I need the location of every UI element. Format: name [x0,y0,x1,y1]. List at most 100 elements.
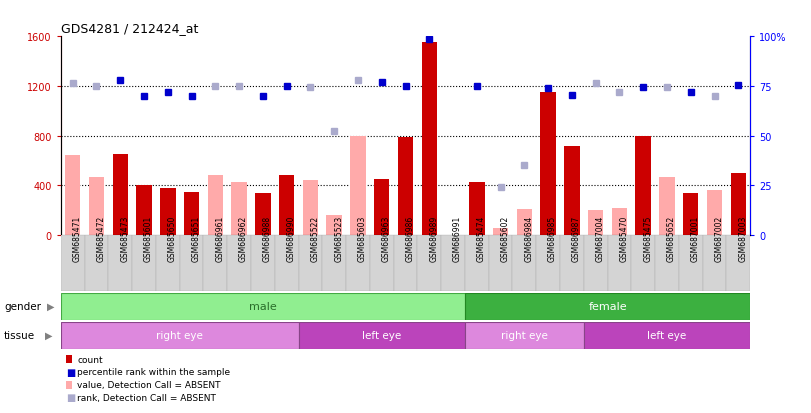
Bar [208,176,223,235]
Text: GSM686963: GSM686963 [382,215,391,261]
Text: tissue: tissue [4,330,35,340]
Bar [683,193,698,235]
Bar [655,235,679,291]
Text: GSM686988: GSM686988 [263,215,272,261]
Bar [631,235,655,291]
Text: GSM685475: GSM685475 [643,215,652,261]
Text: ▶: ▶ [45,330,52,340]
Bar [465,293,750,320]
Bar [493,228,508,235]
Bar [231,182,247,235]
Text: GSM687001: GSM687001 [691,215,700,261]
Bar [441,235,465,291]
Text: GSM685472: GSM685472 [97,215,105,261]
Text: GSM686990: GSM686990 [286,215,296,261]
Bar [611,208,627,235]
Text: GSM685651: GSM685651 [191,215,200,261]
Text: ■: ■ [66,367,75,377]
Bar [298,235,322,291]
Bar [109,235,132,291]
Text: right eye: right eye [501,330,547,341]
Text: right eye: right eye [157,330,203,341]
Text: percentile rank within the sample: percentile rank within the sample [77,367,230,376]
Bar [227,235,251,291]
Bar [322,235,346,291]
Text: GSM685602: GSM685602 [500,215,509,261]
Text: ■: ■ [66,392,75,402]
Text: left eye: left eye [647,330,687,341]
Text: GSM685473: GSM685473 [120,215,129,261]
Text: GSM686986: GSM686986 [406,215,414,261]
Bar [707,191,723,235]
Text: rank, Detection Call = ABSENT: rank, Detection Call = ABSENT [77,393,216,402]
Bar [422,43,437,235]
Text: GDS4281 / 212424_at: GDS4281 / 212424_at [61,21,198,35]
Text: GSM686985: GSM686985 [548,215,557,261]
Bar [65,156,80,235]
Bar [636,136,651,235]
Text: GSM686962: GSM686962 [239,215,248,261]
Bar [255,193,271,235]
Bar [465,235,489,291]
Text: value, Detection Call = ABSENT: value, Detection Call = ABSENT [77,380,221,389]
Bar [279,176,294,235]
Bar [156,235,180,291]
Bar [61,322,298,349]
Bar [66,355,72,363]
Bar [465,322,584,349]
Bar [540,93,556,235]
Text: GSM685652: GSM685652 [667,215,676,261]
Bar [84,235,109,291]
Bar [513,235,536,291]
Bar [418,235,441,291]
Text: GSM685601: GSM685601 [144,215,153,261]
Text: GSM685522: GSM685522 [311,215,320,261]
Text: left eye: left eye [362,330,401,341]
Bar [251,235,275,291]
Bar [350,136,366,235]
Text: GSM685603: GSM685603 [358,215,367,261]
Bar [584,235,607,291]
Bar [536,235,560,291]
Bar [346,235,370,291]
Bar [184,192,200,235]
Text: ▶: ▶ [47,301,54,311]
Text: GSM686989: GSM686989 [429,215,438,261]
Bar [659,177,675,235]
Text: GSM685470: GSM685470 [620,215,629,261]
Text: GSM687002: GSM687002 [714,215,723,261]
Bar [61,235,84,291]
Bar [160,188,175,235]
Bar [727,235,750,291]
Text: GSM685523: GSM685523 [334,215,343,261]
Bar [61,293,465,320]
Bar [564,146,580,235]
Bar [584,322,750,349]
Bar [132,235,156,291]
Bar [374,180,389,235]
Text: GSM685650: GSM685650 [168,215,177,261]
Text: GSM687003: GSM687003 [738,215,747,261]
Text: GSM686991: GSM686991 [453,215,462,261]
Bar [298,322,465,349]
Bar [113,155,128,235]
Text: GSM686961: GSM686961 [216,215,225,261]
Text: GSM687004: GSM687004 [595,215,605,261]
Bar [469,182,484,235]
Bar [679,235,702,291]
Bar [607,235,631,291]
Bar [204,235,227,291]
Text: female: female [588,301,627,312]
Bar [370,235,393,291]
Text: count: count [77,355,103,364]
Bar [517,209,532,235]
Bar [397,138,414,235]
Text: GSM686984: GSM686984 [525,215,534,261]
Bar [88,177,104,235]
Text: GSM686987: GSM686987 [572,215,581,261]
Bar [489,235,513,291]
Bar [327,216,342,235]
Bar [560,235,584,291]
Bar [275,235,298,291]
Bar [66,381,72,389]
